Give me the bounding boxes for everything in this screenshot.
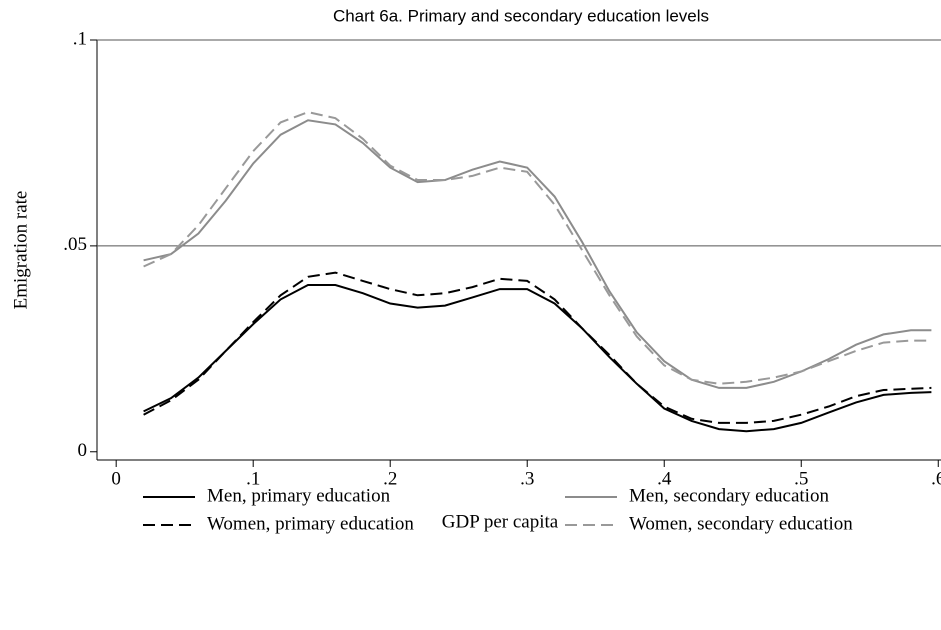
legend-label: Men, secondary education bbox=[629, 485, 829, 506]
series-line bbox=[143, 119, 932, 389]
x-tick-label: .2 bbox=[383, 468, 397, 489]
y-tick-label: .1 bbox=[73, 28, 87, 49]
x-tick-label: .6 bbox=[931, 468, 941, 489]
y-axis-label: Emigration rate bbox=[10, 191, 31, 310]
chart-title: Chart 6a. Primary and secondary educatio… bbox=[333, 6, 709, 25]
series-line bbox=[143, 271, 932, 424]
series-line bbox=[143, 284, 932, 433]
x-tick-label: .1 bbox=[246, 468, 260, 489]
legend-label: Women, primary education bbox=[207, 513, 414, 534]
x-tick-label: .4 bbox=[657, 468, 672, 489]
x-tick-label: .5 bbox=[794, 468, 808, 489]
y-tick-label: .05 bbox=[63, 234, 87, 255]
series-line bbox=[143, 111, 932, 385]
x-tick-label: 0 bbox=[111, 468, 121, 489]
legend-label: Men, primary education bbox=[207, 485, 391, 506]
legend-label: Women, secondary education bbox=[629, 513, 853, 534]
x-tick-label: .3 bbox=[520, 468, 534, 489]
y-tick-label: 0 bbox=[78, 440, 88, 461]
x-axis-label: GDP per capita bbox=[442, 511, 559, 532]
